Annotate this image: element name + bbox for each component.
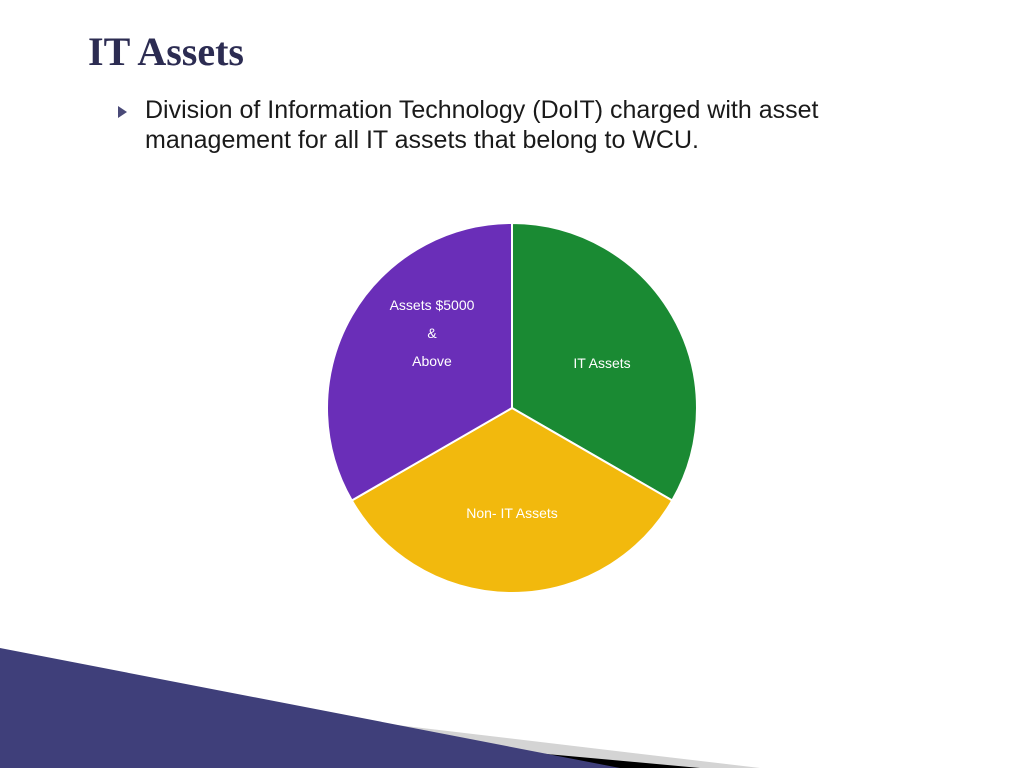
pie-chart-svg: IT Assets Non- IT Assets Assets $5000 & Abov…: [312, 208, 712, 608]
footer-decor: [0, 598, 1024, 768]
decor-bottom: [0, 704, 700, 768]
pie-chart: IT Assets Non- IT Assets Assets $5000 & Abov…: [312, 208, 712, 608]
bullet-text: Division of Information Technology (DoIT…: [145, 96, 938, 155]
pie-label-2-line-0: Assets $5000: [390, 297, 475, 313]
bullet-row: Division of Information Technology (DoIT…: [118, 96, 938, 155]
slide: IT Assets Division of Information Techno…: [0, 0, 1024, 768]
decor-top: [0, 648, 620, 768]
pie-label-2-line-1: &: [427, 325, 437, 341]
pie-label-2-line-2: Above: [412, 353, 452, 369]
bullet-marker-icon: [118, 106, 127, 118]
pie-label-1-line-0: Non- IT Assets: [466, 505, 558, 521]
page-title: IT Assets: [88, 28, 244, 75]
decor-mid: [0, 678, 760, 768]
pie-label-0-line-0: IT Assets: [573, 355, 630, 371]
